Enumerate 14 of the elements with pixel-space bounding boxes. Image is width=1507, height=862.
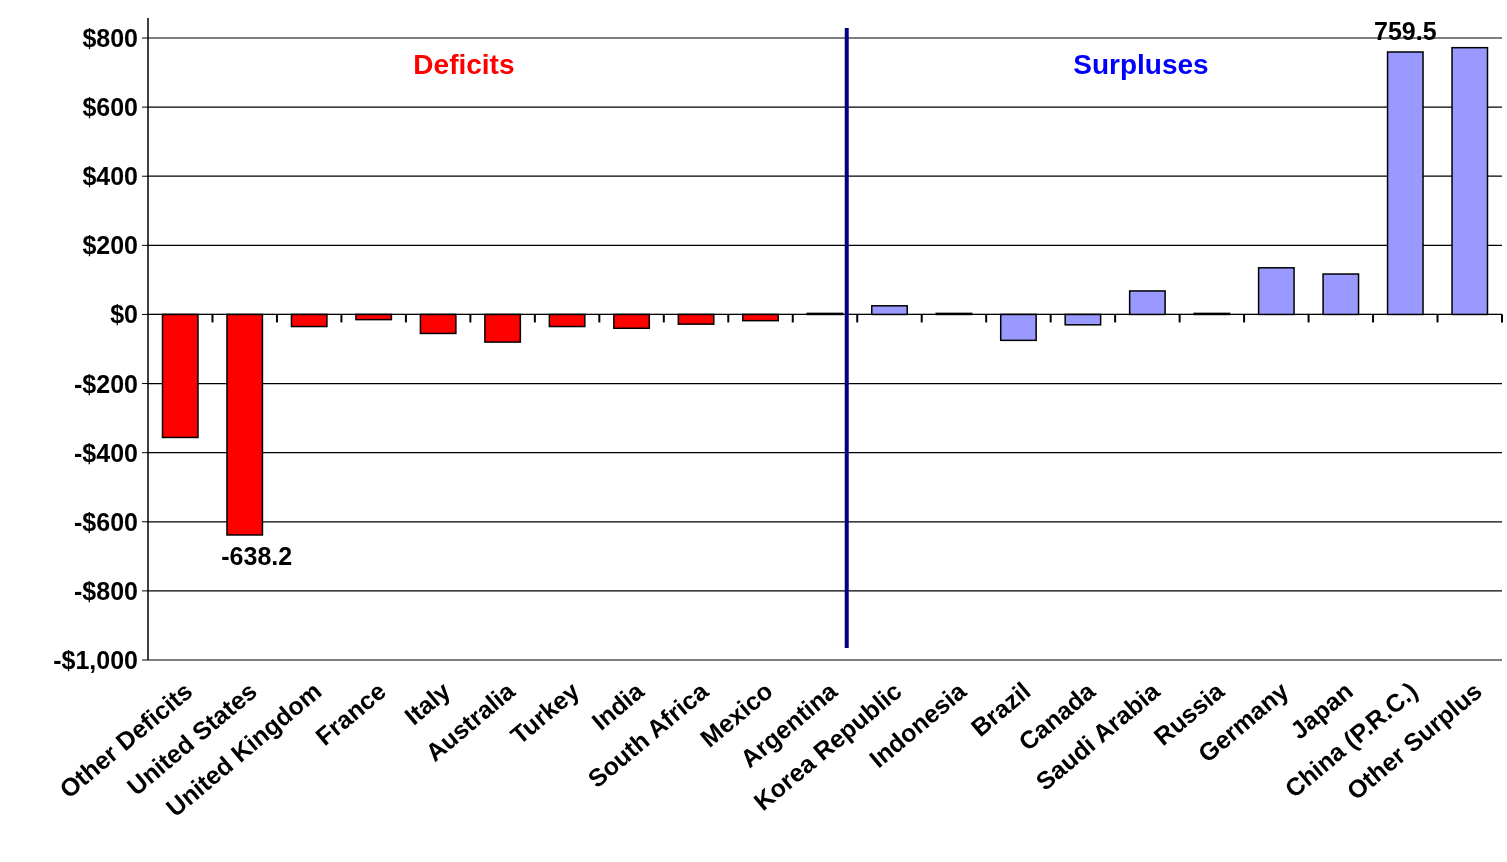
- y-tick-label: -$1,000: [53, 646, 138, 674]
- y-tick-label: $400: [82, 162, 138, 191]
- annotation: Deficits: [413, 49, 515, 80]
- y-tick-label: $600: [82, 93, 138, 122]
- data-label: -638.2: [221, 541, 293, 570]
- y-tick-label: $200: [82, 231, 138, 260]
- y-tick-label: -$400: [74, 438, 138, 467]
- y-tick-label: -$200: [74, 369, 138, 398]
- data-label: 759.5: [1374, 16, 1437, 45]
- y-tick-label: $800: [82, 24, 138, 52]
- annotation: Surpluses: [1073, 49, 1209, 80]
- y-tick-label: -$800: [74, 576, 138, 605]
- y-tick-label: $0: [110, 300, 138, 329]
- y-tick-label: -$600: [74, 507, 138, 536]
